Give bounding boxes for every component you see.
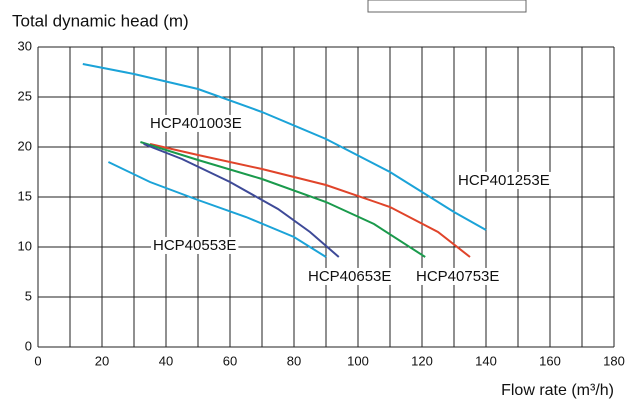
x-tick-label: 40	[159, 353, 173, 368]
x-tick-label: 160	[539, 353, 561, 368]
label-background	[148, 114, 244, 132]
x-tick-label: 180	[603, 353, 625, 368]
x-tick-label: 140	[475, 353, 497, 368]
x-tick-label: 60	[223, 353, 237, 368]
y-tick-label: 0	[25, 338, 32, 353]
x-tick-label: 0	[34, 353, 41, 368]
y-tick-label: 10	[18, 238, 32, 253]
x-tick-label: 20	[95, 353, 109, 368]
y-tick-label: 25	[18, 88, 32, 103]
series-label: HCP40553E	[153, 237, 236, 254]
label-background	[151, 236, 239, 254]
series-label: HCP401003E	[150, 115, 242, 132]
curve	[149, 143, 471, 258]
series-label: HCP40753E	[416, 268, 499, 285]
chart-title: Total dynamic head (m)	[12, 11, 189, 30]
x-tick-label: 80	[287, 353, 301, 368]
curve	[82, 63, 487, 231]
x-tick-label: 100	[347, 353, 369, 368]
curve	[143, 143, 340, 258]
label-background	[414, 267, 502, 285]
series-label: HCP401253E	[458, 172, 550, 189]
x-axis-label: Flow rate (m³/h)	[501, 382, 614, 399]
x-tick-label: 120	[411, 353, 433, 368]
label-background	[456, 171, 552, 189]
curve	[107, 161, 327, 258]
y-tick-label: 5	[25, 288, 32, 303]
y-tick-label: 15	[18, 188, 32, 203]
curve	[140, 141, 426, 258]
series-label: HCP40653E	[308, 268, 391, 285]
label-background	[306, 267, 394, 285]
y-tick-label: 30	[18, 38, 32, 53]
y-tick-label: 20	[18, 138, 32, 153]
cropped-figure	[367, 0, 527, 13]
